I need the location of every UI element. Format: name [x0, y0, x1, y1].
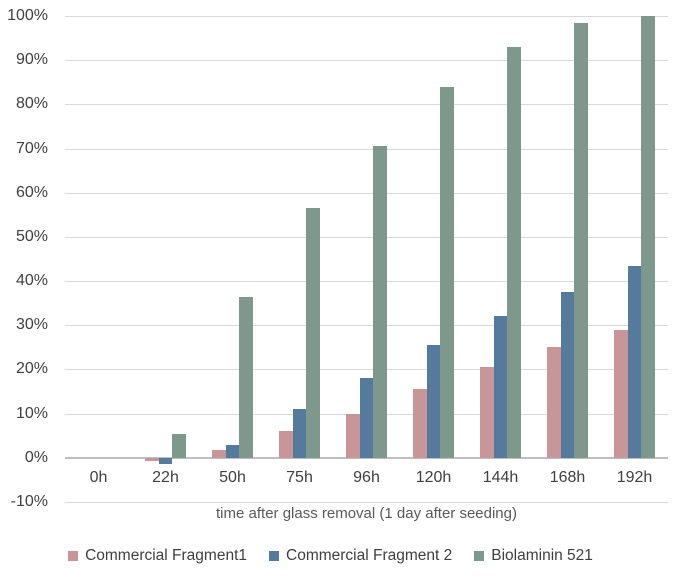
y-tick-label: 0% — [24, 448, 48, 466]
legend-item-1: Commercial Fragment1 — [68, 547, 247, 565]
x-tick-label: 120h — [415, 468, 452, 486]
y-tick-label: 10% — [15, 404, 48, 422]
x-tick-label: 0h — [89, 468, 108, 486]
legend-swatch-icon — [68, 551, 79, 561]
bar-series3-75h — [306, 208, 320, 458]
gridline — [65, 192, 668, 194]
x-tick-label: 96h — [353, 468, 380, 486]
bar-series1-75h — [279, 431, 293, 458]
bar-series3-192h — [641, 16, 655, 458]
y-tick-label: 40% — [15, 272, 48, 290]
y-tick-label: 50% — [15, 227, 48, 245]
bar-series3-50h — [239, 296, 253, 458]
x-tick-label: 75h — [286, 468, 313, 486]
legend-label: Commercial Fragment 2 — [286, 547, 453, 564]
y-tick-label: 70% — [15, 139, 48, 157]
y-tick-label: -10% — [10, 493, 48, 510]
gridline — [65, 104, 668, 106]
x-tick-label: 192h — [616, 468, 653, 486]
y-tick-label: 100% — [7, 7, 48, 24]
bar-series2-75h — [292, 409, 307, 458]
legend-swatch-icon — [269, 551, 279, 561]
bar-series1-22h — [145, 457, 159, 462]
bar-series1-120h — [413, 389, 427, 458]
gridline — [65, 281, 668, 283]
bar-series2-192h — [627, 265, 642, 458]
bar-series3-22h — [172, 434, 186, 458]
bar-series2-144h — [493, 316, 508, 458]
x-tick-label: 22h — [152, 468, 179, 486]
y-tick-label: 20% — [15, 360, 48, 378]
bar-series2-120h — [426, 345, 441, 458]
gridline — [65, 369, 668, 371]
zero-axis-line — [65, 456, 668, 459]
bar-series1-192h — [614, 329, 628, 458]
x-tick-label: 168h — [549, 468, 586, 486]
legend-label: Commercial Fragment1 — [85, 547, 247, 564]
gridline — [65, 325, 668, 327]
y-tick-label: 30% — [15, 316, 48, 334]
bar-series2-96h — [359, 378, 374, 458]
y-tick-label: 60% — [15, 183, 48, 201]
legend-item-3: Biolaminin 521 — [474, 547, 593, 565]
bar-series3-120h — [440, 86, 454, 458]
legend-swatch-icon — [474, 551, 485, 561]
legend: Commercial Fragment1 Commercial Fragment … — [0, 547, 671, 565]
bar-series2-22h — [158, 457, 173, 465]
legend-label: Biolaminin 521 — [491, 547, 593, 564]
y-tick-label: 80% — [15, 95, 48, 113]
x-tick-label: 144h — [482, 468, 519, 486]
bar-series2-168h — [560, 292, 575, 458]
gridline — [65, 236, 668, 238]
y-tick-label: 90% — [15, 51, 48, 69]
bar-series2-50h — [225, 444, 240, 458]
bar-series1-144h — [480, 367, 494, 458]
bar-series3-96h — [373, 146, 387, 458]
bar-series1-168h — [547, 347, 561, 458]
legend-item-2: Commercial Fragment 2 — [269, 547, 452, 565]
gridline — [65, 148, 668, 150]
gridline — [65, 16, 668, 17]
bar-series1-50h — [212, 450, 226, 458]
bar-series1-96h — [346, 413, 360, 458]
x-tick-label: 50h — [219, 468, 246, 486]
bar-series3-168h — [574, 22, 588, 458]
gridline — [65, 502, 668, 503]
gridline — [65, 60, 668, 62]
x-axis-title: time after glass removal (1 day after se… — [216, 505, 517, 522]
bar-series3-144h — [507, 46, 521, 458]
